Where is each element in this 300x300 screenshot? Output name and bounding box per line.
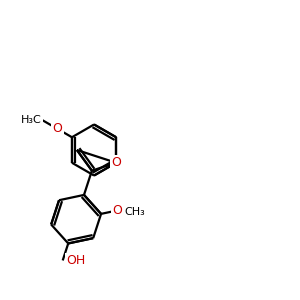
Text: O: O [112, 204, 122, 217]
Text: OH: OH [67, 254, 86, 267]
Text: O: O [111, 156, 121, 169]
Text: CH₃: CH₃ [124, 207, 145, 217]
Text: H₃C: H₃C [21, 115, 42, 125]
Text: O: O [53, 122, 62, 135]
